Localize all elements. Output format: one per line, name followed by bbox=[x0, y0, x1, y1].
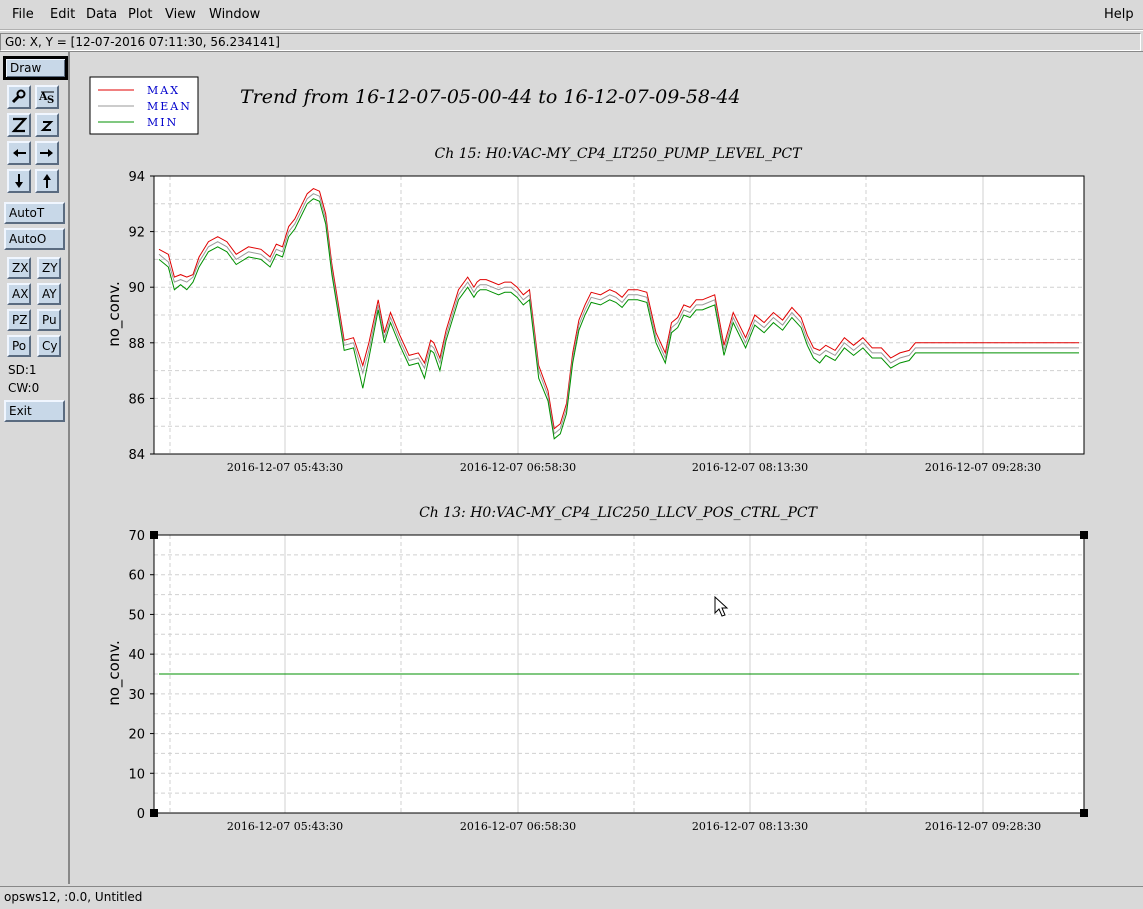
legend-label-mean: MEAN bbox=[147, 100, 192, 113]
exit-button[interactable]: Exit bbox=[4, 400, 65, 422]
plot-frame bbox=[153, 175, 1085, 455]
chart1: 84 86 88 90 92 94 2016-12-07 05:43:30 2016-12-0… bbox=[128, 170, 1085, 474]
y-tick-label: 30 bbox=[128, 688, 145, 703]
selection-handle[interactable] bbox=[150, 809, 158, 817]
legend-label-min: MIN bbox=[147, 116, 178, 129]
y-tick-label: 90 bbox=[128, 281, 145, 296]
x-tick-label: 2016-12-07 05:43:30 bbox=[227, 820, 343, 833]
status-bar: opsws12, :0.0, Untitled bbox=[0, 886, 1143, 909]
arrow-up-icon[interactable] bbox=[35, 169, 59, 193]
autot-button[interactable]: AutoT bbox=[4, 202, 65, 224]
selection-handle[interactable] bbox=[150, 531, 158, 539]
menu-data[interactable]: Data bbox=[86, 7, 118, 22]
plot-frame bbox=[153, 534, 1085, 814]
svg-text:S: S bbox=[47, 95, 54, 105]
chart1-ylabel: no_conv. bbox=[105, 281, 124, 347]
pu-button[interactable]: Pu bbox=[37, 309, 61, 331]
x-tick-label: 2016-12-07 09:28:30 bbox=[925, 461, 1041, 474]
menu-window[interactable]: Window bbox=[209, 7, 261, 22]
y-tick-label: 86 bbox=[128, 392, 145, 407]
y-tick-label: 50 bbox=[128, 608, 145, 623]
arrow-down-icon[interactable] bbox=[7, 169, 31, 193]
chart1-title: Ch 15: H0:VAC-MY_CP4_LT250_PUMP_LEVEL_PC… bbox=[435, 146, 804, 162]
plot-svg[interactable]: MAX MEAN MIN Trend from 16-12-07-05-00-4… bbox=[72, 52, 1128, 869]
arrow-right-icon[interactable] bbox=[35, 141, 59, 165]
right-edge bbox=[1128, 52, 1143, 884]
legend: MAX MEAN MIN bbox=[89, 76, 199, 135]
y-tick-label: 60 bbox=[128, 569, 145, 584]
sd-label: SD:1 bbox=[8, 363, 37, 377]
svg-text:A: A bbox=[38, 90, 48, 103]
cy-button[interactable]: Cy bbox=[37, 335, 61, 357]
x-tick-label: 2016-12-07 06:58:30 bbox=[460, 461, 576, 474]
arrow-left-icon[interactable] bbox=[7, 141, 31, 165]
trend-title: Trend from 16-12-07-05-00-44 to 16-12-07… bbox=[240, 86, 741, 108]
chart2: 0 10 20 30 40 50 60 70 2016-12-07 05:43:30 2016-1… bbox=[128, 529, 1088, 833]
draw-button[interactable]: Draw bbox=[3, 56, 68, 80]
ax-button[interactable]: AX bbox=[7, 283, 31, 305]
coordinate-readout: G0: X, Y = [12-07-2016 07:11:30, 56.2341… bbox=[0, 33, 1141, 51]
zoom-in-icon[interactable] bbox=[7, 113, 31, 137]
menu-plot[interactable]: Plot bbox=[128, 7, 153, 22]
legend-label-max: MAX bbox=[147, 84, 180, 97]
y-tick-label: 84 bbox=[128, 448, 145, 463]
y-tick-label: 94 bbox=[128, 170, 145, 185]
x-tick-label: 2016-12-07 08:13:30 bbox=[692, 461, 808, 474]
selection-handle[interactable] bbox=[1080, 531, 1088, 539]
series-line-max bbox=[158, 188, 1079, 430]
x-tick-label: 2016-12-07 09:28:30 bbox=[925, 820, 1041, 833]
mouse-cursor-icon bbox=[714, 595, 729, 617]
y-tick-label: 0 bbox=[137, 807, 145, 822]
x-tick-label: 2016-12-07 08:13:30 bbox=[692, 820, 808, 833]
zx-button[interactable]: ZX bbox=[7, 257, 31, 279]
y-tick-label: 92 bbox=[128, 226, 145, 241]
chart2-title: Ch 13: H0:VAC-MY_CP4_LIC250_LLCV_POS_CTR… bbox=[419, 505, 819, 521]
x-tick-label: 2016-12-07 05:43:30 bbox=[227, 461, 343, 474]
y-tick-label: 88 bbox=[128, 337, 145, 352]
coordinate-bar: G0: X, Y = [12-07-2016 07:11:30, 56.2341… bbox=[0, 30, 1143, 52]
series-line-mean bbox=[158, 193, 1079, 435]
y-tick-label: 40 bbox=[128, 648, 145, 663]
series-line-min bbox=[158, 198, 1079, 440]
menu-edit[interactable]: Edit bbox=[50, 7, 76, 22]
autoo-button[interactable]: AutoO bbox=[4, 228, 65, 250]
menu-view[interactable]: View bbox=[165, 7, 196, 22]
zy-button[interactable]: ZY bbox=[37, 257, 61, 279]
plot-canvas[interactable]: MAX MEAN MIN Trend from 16-12-07-05-00-4… bbox=[72, 52, 1128, 869]
ay-button[interactable]: AY bbox=[37, 283, 61, 305]
chart2-ylabel: no_conv. bbox=[105, 640, 124, 706]
selection-handle[interactable] bbox=[1080, 809, 1088, 817]
magnify-icon[interactable] bbox=[7, 85, 31, 109]
menu-bar: File Edit Data Plot View Window Help bbox=[0, 0, 1143, 30]
cw-label: CW:0 bbox=[8, 381, 40, 395]
pz-button[interactable]: PZ bbox=[7, 309, 31, 331]
y-tick-label: 70 bbox=[128, 529, 145, 544]
menu-help[interactable]: Help bbox=[1104, 7, 1134, 22]
y-tick-label: 10 bbox=[128, 767, 145, 782]
po-button[interactable]: Po bbox=[7, 335, 31, 357]
menu-file[interactable]: File bbox=[12, 7, 34, 22]
zoom-out-icon[interactable] bbox=[35, 113, 59, 137]
y-tick-label: 20 bbox=[128, 728, 145, 743]
x-tick-label: 2016-12-07 06:58:30 bbox=[460, 820, 576, 833]
